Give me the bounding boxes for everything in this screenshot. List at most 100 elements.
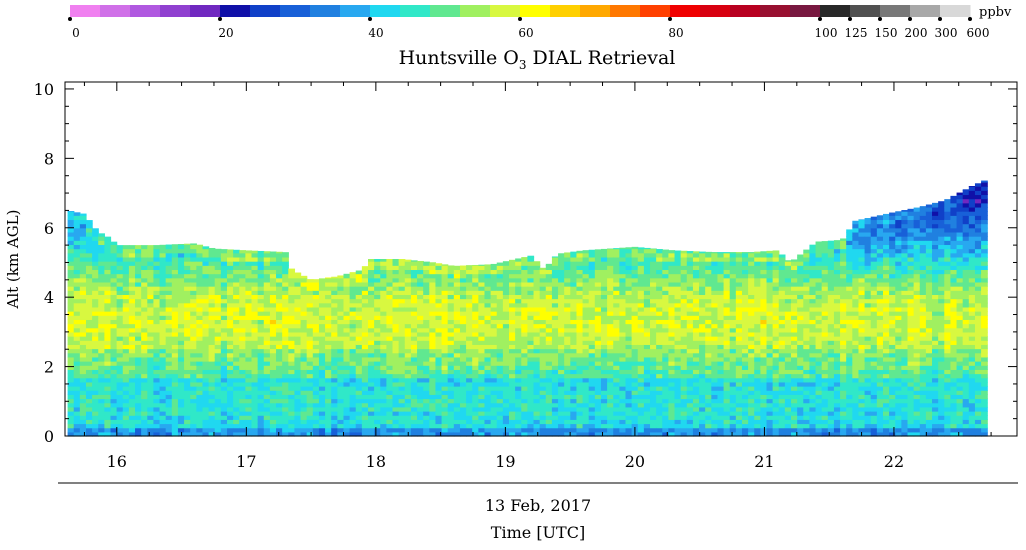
heatmap-cell	[165, 252, 173, 258]
heatmap-cell	[196, 398, 204, 404]
heatmap-cell	[711, 265, 719, 271]
heatmap-cell	[490, 419, 498, 425]
heatmap-cell	[214, 336, 222, 341]
heatmap-cell	[558, 361, 565, 366]
heatmap-cell	[239, 252, 246, 258]
heatmap-cell	[705, 369, 712, 375]
heatmap-cell	[312, 398, 320, 404]
heatmap-cell	[128, 248, 136, 254]
heatmap-cell	[79, 252, 87, 258]
heatmap-cell	[306, 369, 314, 375]
heatmap-cell	[177, 294, 185, 300]
heatmap-cell	[496, 306, 504, 312]
heatmap-cell	[141, 252, 148, 258]
heatmap-cell	[668, 319, 676, 325]
heatmap-cell	[582, 373, 590, 379]
heatmap-cell	[196, 252, 204, 258]
heatmap-cell	[343, 373, 351, 379]
heatmap-cell	[521, 431, 528, 437]
heatmap-cell	[521, 286, 528, 291]
heatmap-cell	[741, 269, 749, 275]
heatmap-cell	[472, 286, 479, 291]
heatmap-cell	[104, 277, 112, 283]
heatmap-cell	[509, 311, 516, 316]
heatmap-cell	[662, 356, 670, 362]
heatmap-cell	[73, 423, 81, 429]
heatmap-cell	[110, 261, 118, 266]
heatmap-cell	[116, 294, 124, 300]
heatmap-cell	[269, 298, 277, 304]
heatmap-cell	[312, 281, 320, 287]
heatmap-cell	[674, 365, 682, 370]
heatmap-cell	[521, 386, 528, 391]
heatmap-cell	[128, 286, 136, 291]
heatmap-cell	[410, 327, 418, 333]
heatmap-cell	[208, 277, 216, 283]
heatmap-cell	[410, 348, 418, 354]
heatmap-cell	[104, 406, 112, 412]
heatmap-cell	[441, 365, 449, 370]
heatmap-cell	[386, 261, 394, 266]
heatmap-cell	[484, 406, 492, 412]
heatmap-cell	[423, 415, 430, 420]
heatmap-cell	[128, 377, 136, 383]
heatmap-cell	[509, 259, 516, 262]
heatmap-cell	[741, 281, 749, 287]
heatmap-cell	[202, 277, 210, 283]
heatmap-cell	[551, 256, 559, 262]
heatmap-cell	[613, 298, 620, 304]
heatmap-cell	[245, 323, 253, 329]
heatmap-cell	[613, 340, 620, 345]
heatmap-cell	[435, 415, 443, 420]
heatmap-cell	[686, 365, 694, 370]
heatmap-cell	[459, 336, 467, 341]
heatmap-cell	[490, 311, 498, 316]
heatmap-cell	[92, 244, 99, 250]
heatmap-cell	[208, 331, 216, 337]
heatmap-cell	[564, 252, 571, 258]
heatmap-cell	[735, 265, 743, 271]
heatmap-cell	[435, 431, 443, 437]
heatmap-cell	[361, 302, 369, 308]
heatmap-cell	[650, 415, 657, 420]
heatmap-cell	[67, 377, 75, 383]
heatmap-cell	[692, 311, 700, 316]
heatmap-cell	[306, 427, 314, 433]
heatmap-cell	[625, 377, 633, 383]
heatmap-cell	[441, 281, 449, 287]
heatmap-cell	[521, 365, 528, 370]
heatmap-cell	[692, 331, 700, 337]
heatmap-cell	[410, 419, 418, 425]
heatmap-cell	[466, 356, 473, 362]
heatmap-cell	[607, 336, 614, 341]
heatmap-cell	[282, 373, 289, 379]
heatmap-cell	[85, 281, 93, 287]
heatmap-cell	[650, 281, 657, 287]
heatmap-cell	[67, 340, 75, 345]
heatmap-cell	[380, 323, 387, 329]
heatmap-cell	[570, 406, 578, 412]
heatmap-cell	[435, 281, 443, 287]
heatmap-cell	[177, 377, 185, 383]
heatmap-cell	[349, 398, 357, 404]
heatmap-cell	[496, 344, 504, 350]
heatmap-cell	[435, 386, 443, 391]
heatmap-cell	[674, 323, 682, 329]
heatmap-cell	[245, 256, 253, 262]
heatmap-cell	[650, 427, 657, 433]
heatmap-cell	[79, 286, 87, 291]
heatmap-cell	[410, 381, 418, 387]
heatmap-cell	[208, 348, 216, 354]
heatmap-cell	[184, 302, 191, 308]
heatmap-cell	[184, 336, 191, 341]
heatmap-cell	[674, 377, 682, 383]
heatmap-cell	[325, 373, 332, 379]
heatmap-cell	[668, 415, 676, 420]
heatmap-cell	[368, 311, 375, 316]
heatmap-cell	[331, 415, 338, 420]
heatmap-cell	[294, 390, 302, 395]
heatmap-cell	[459, 306, 467, 312]
heatmap-cell	[141, 419, 148, 425]
heatmap-cell	[165, 265, 173, 271]
heatmap-cell	[202, 361, 210, 366]
